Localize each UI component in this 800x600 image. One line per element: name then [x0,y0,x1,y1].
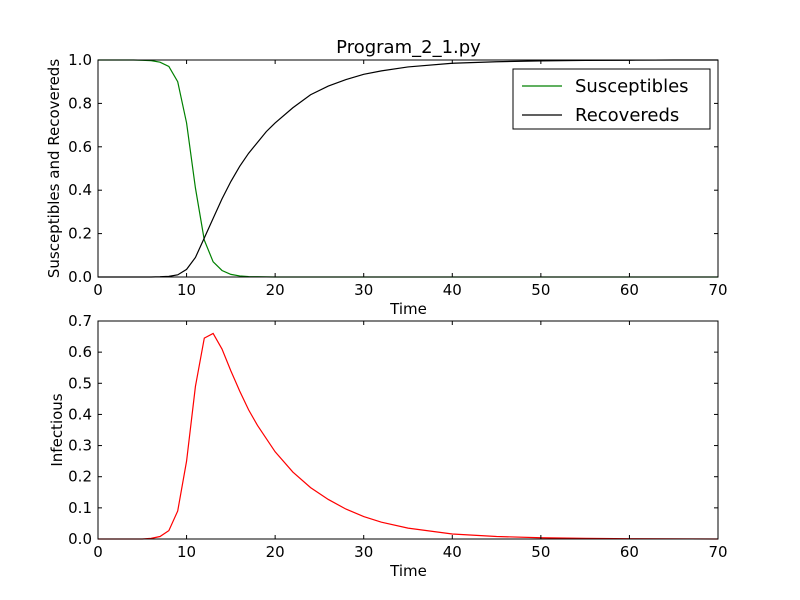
bottom-subplot: 0 10 20 30 40 50 60 700.00.10.20.30.40.50.60.7 … [48,312,728,580]
bottom-y-tick-label: 0.2 [68,468,92,486]
top-series-line-recovereds [98,59,718,278]
bottom-series-line-infectious [98,332,719,540]
legend-recovereds-label: Recovereds [575,105,679,126]
legend-susceptibles-label: Susceptibles [575,76,689,97]
chart-title: Program_2_1.py [336,37,481,58]
top-y-axis-label: Susceptibles and Recovereds [45,59,63,278]
top-y-tick-label: 1.0 [68,51,92,69]
bottom-x-tick-label: 60 [620,543,639,561]
top-x-tick-label: 20 [266,281,285,299]
legend-box [512,68,711,130]
top-x-axis-label: Time [389,300,427,318]
top-x-tick-label: 40 [443,281,462,299]
bottom-y-tick-label: 0.4 [68,405,92,423]
bottom-series-layer [98,332,719,540]
top-y-tick-label: 0.4 [68,181,92,199]
bottom-y-tick-label: 0.7 [68,312,92,330]
bottom-axes-frame [97,320,719,540]
top-y-tick-label: 0.8 [68,94,92,112]
bottom-y-tick-label: 0.6 [68,343,92,361]
top-y-tick-label: 0.6 [68,138,92,156]
top-x-tick-label: 50 [531,281,550,299]
bottom-y-tick-label: 0.3 [68,437,92,455]
bottom-y-tick-label: 0.1 [68,499,92,517]
top-subplot: Program_2_1.py 0 10 20 30 40 50 60 700.00.20.40… [45,37,728,318]
bottom-x-tick-label: 40 [443,543,462,561]
top-x-tick-label: 60 [620,281,639,299]
bottom-x-tick-label: 50 [531,543,550,561]
top-x-tick-label: 70 [708,281,727,299]
bottom-x-tick-label: 70 [708,543,727,561]
top-y-tick-label: 0.0 [68,268,92,286]
bottom-ticks-layer: 0 10 20 30 40 50 60 70 0.0 0.1 0.2 0.3 0.4 0.5 0.6 0.7 [68,312,727,561]
top-x-tick-label: 0 [93,281,103,299]
bottom-x-tick-label: 30 [354,543,373,561]
bottom-y-tick-label: 0.5 [68,374,92,392]
top-x-tick-label: 10 [177,281,196,299]
legend: Susceptibles Recovereds [512,68,711,130]
top-x-tick-label: 30 [354,281,373,299]
bottom-y-axis-label: Infectious [48,393,66,466]
bottom-x-tick-label: 0 [93,543,103,561]
top-y-tick-label: 0.2 [68,225,92,243]
bottom-x-tick-label: 20 [266,543,285,561]
top-ticks-layer: 0 10 20 30 40 50 60 70 0.0 0.2 0.4 0.6 0.8 1.0 [68,51,727,299]
bottom-x-tick-label: 10 [177,543,196,561]
bottom-y-tick-label: 0.0 [68,530,92,548]
bottom-x-axis-label: Time [389,562,427,580]
top-axes-frame [97,59,719,278]
